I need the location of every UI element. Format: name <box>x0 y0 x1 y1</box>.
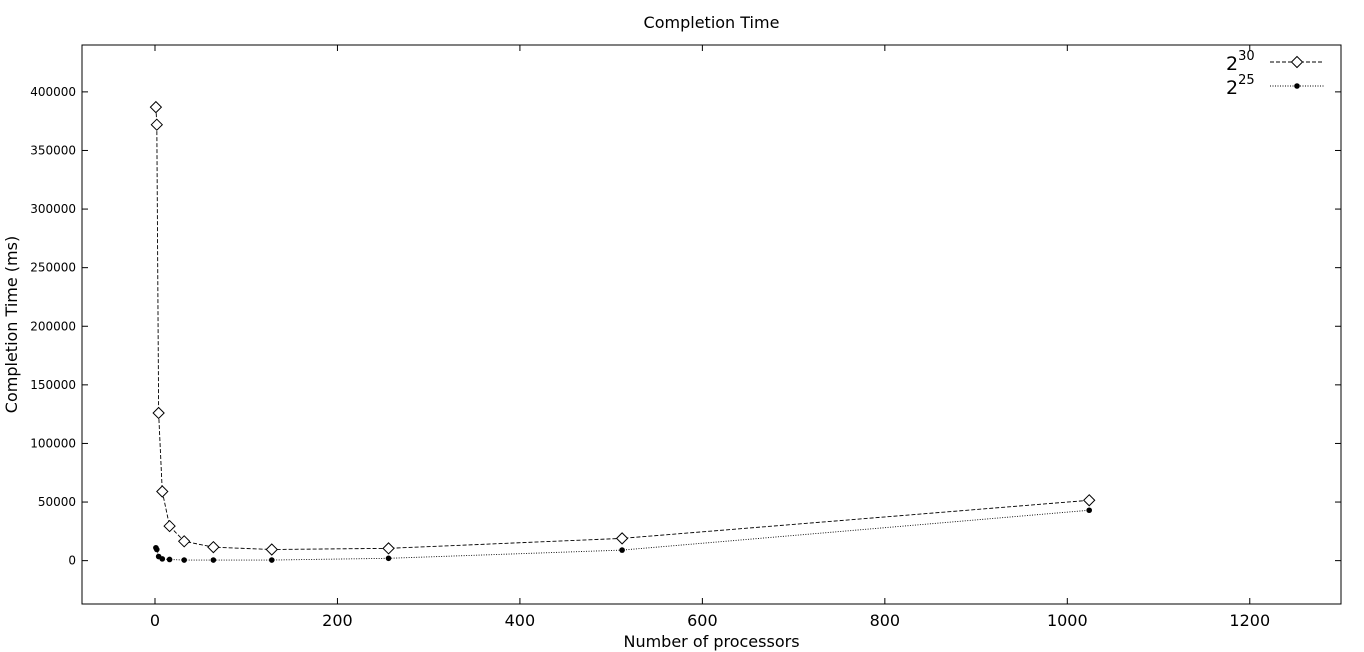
data-point <box>1082 494 1096 507</box>
data-point <box>156 485 169 498</box>
data-point <box>177 535 191 548</box>
data-point <box>619 547 625 553</box>
y-tick-label: 300000 <box>30 202 76 216</box>
data-point <box>166 556 173 563</box>
y-tick-label: 250000 <box>30 261 76 275</box>
series-0 <box>149 100 1096 556</box>
data-point <box>150 118 164 131</box>
series-line <box>155 107 1090 550</box>
x-tick-label: 1000 <box>1047 611 1088 630</box>
data-point <box>152 406 165 420</box>
data-point <box>382 542 395 555</box>
data-point <box>265 543 278 556</box>
data-point <box>615 532 629 545</box>
y-tick-label: 200000 <box>30 319 76 333</box>
chart-title: Completion Time <box>644 13 780 32</box>
data-point <box>154 546 160 553</box>
plot-frame <box>81 44 1342 605</box>
data-point <box>181 557 187 563</box>
x-tick-label: 400 <box>505 611 536 630</box>
data-point <box>1086 507 1092 514</box>
y-tick-label: 50000 <box>38 495 76 509</box>
data-point <box>385 555 392 562</box>
data-point <box>207 540 220 554</box>
x-tick-label: 1200 <box>1229 611 1270 630</box>
y-tick-label: 0 <box>68 554 76 568</box>
x-tick-label: 200 <box>322 611 353 630</box>
legend-label: 225 <box>1226 73 1255 99</box>
x-tick-label: 800 <box>870 611 901 630</box>
y-tick-label: 400000 <box>30 85 76 99</box>
x-tick-label: 600 <box>687 611 718 630</box>
legend-item: 230 <box>1226 49 1324 75</box>
x-tick-label: 0 <box>150 611 160 630</box>
data-point <box>210 557 217 563</box>
data-point <box>268 557 275 563</box>
y-tick-label: 350000 <box>30 143 76 157</box>
legend-label: 230 <box>1226 49 1255 75</box>
y-tick-label: 150000 <box>30 378 76 392</box>
series-1 <box>153 507 1092 563</box>
legend-marker <box>1294 83 1300 89</box>
y-axis-ticks: 0 50000 100000 150000 200000 250000 300000 3500… <box>30 85 1341 568</box>
data-point <box>163 519 176 533</box>
y-tick-label: 100000 <box>30 436 76 450</box>
legend-marker <box>1290 55 1304 69</box>
series-layer <box>149 100 1096 563</box>
legend-item: 225 <box>1226 73 1324 99</box>
y-axis-label: Completion Time (ms) <box>2 236 21 413</box>
x-axis-ticks: 0 200 400 600 800 1000 1200 <box>150 45 1270 630</box>
data-point <box>159 556 166 562</box>
data-point <box>149 100 163 114</box>
x-axis-label: Number of processors <box>623 632 799 651</box>
